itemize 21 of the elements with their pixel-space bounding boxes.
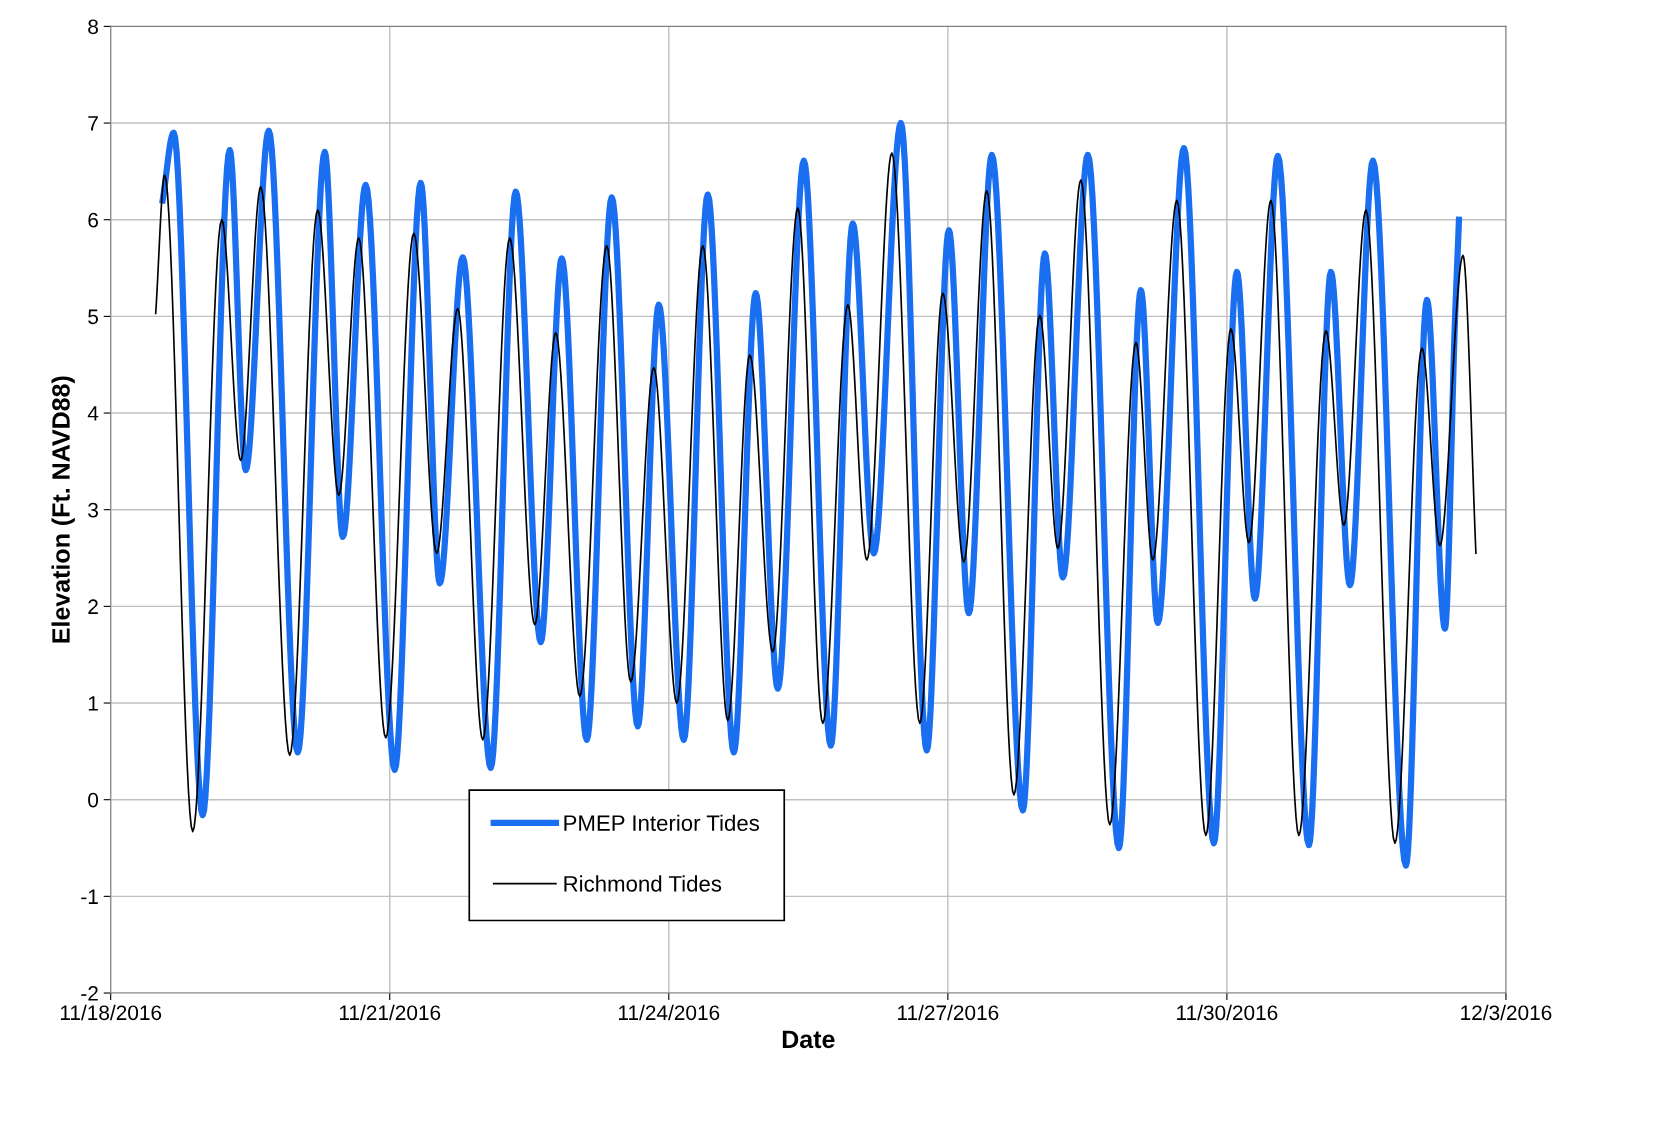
- legend-label: Richmond Tides: [564, 875, 722, 892]
- y-tick-label: 4: [87, 406, 99, 421]
- x-tick-label: 12/3/2016: [1461, 1004, 1552, 1021]
- x-tick-label: 11/27/2016: [898, 1004, 999, 1021]
- y-tick-label: -1: [81, 889, 98, 904]
- y-tick-label: -2: [81, 986, 98, 1001]
- x-tick-label: 11/18/2016: [60, 1004, 162, 1021]
- legend-label: PMEP Interior Tides: [564, 814, 760, 831]
- y-tick-label: 3: [88, 502, 98, 518]
- x-tick-label: 11/21/2016: [339, 1004, 441, 1021]
- y-tick-label: 1: [88, 696, 98, 711]
- y-tick-label: 8: [88, 19, 98, 35]
- y-tick-label: 0: [88, 792, 99, 808]
- x-tick-label: 11/24/2016: [619, 1004, 720, 1021]
- x-tick-label: 11/30/2016: [1177, 1004, 1278, 1021]
- x-axis-title: Date: [782, 1030, 835, 1049]
- y-tick-label: 5: [88, 309, 98, 325]
- y-axis-title: Elevation (Ft. NAVD88): [51, 376, 75, 643]
- y-tick-label: 7: [88, 116, 98, 131]
- y-tick-label: 2: [88, 599, 98, 614]
- y-tick-label: 6: [88, 212, 98, 228]
